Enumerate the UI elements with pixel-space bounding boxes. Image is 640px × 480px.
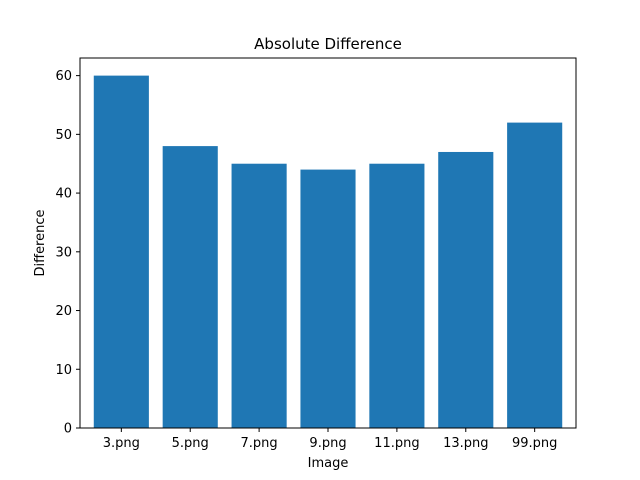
y-axis-title: Difference [33, 209, 48, 276]
x-tick-label: 9.png [309, 436, 346, 451]
bars-group [93, 75, 563, 429]
y-tick-label: 10 [55, 363, 72, 378]
x-tick-label: 99.png [512, 436, 557, 451]
y-tick-label: 0 [64, 422, 72, 437]
bar-7-png [231, 163, 287, 428]
bar-11-png [369, 163, 425, 428]
x-axis: 3.png 5.png 7.png 9.png 11.png 13.png 99.png [103, 428, 557, 451]
y-tick-label: 20 [55, 304, 72, 319]
x-tick-label: 3.png [103, 436, 140, 451]
bar-3-png [93, 75, 149, 428]
chart-title: Absolute Difference [254, 35, 402, 53]
x-tick-label: 13.png [443, 436, 488, 451]
x-tick-label: 11.png [374, 436, 419, 451]
y-tick-label: 30 [55, 245, 72, 260]
bar-9-png [300, 169, 356, 429]
bar-5-png [162, 146, 218, 428]
x-axis-title: Image [308, 456, 349, 471]
bar-13-png [438, 151, 494, 428]
bar-99-png [507, 122, 563, 428]
x-tick-label: 5.png [172, 436, 209, 451]
x-tick-label: 7.png [241, 436, 278, 451]
y-tick-label: 40 [55, 187, 72, 202]
y-tick-label: 50 [55, 128, 72, 143]
y-axis: 0 10 20 30 40 50 60 [55, 69, 80, 437]
y-tick-label: 60 [55, 69, 72, 84]
